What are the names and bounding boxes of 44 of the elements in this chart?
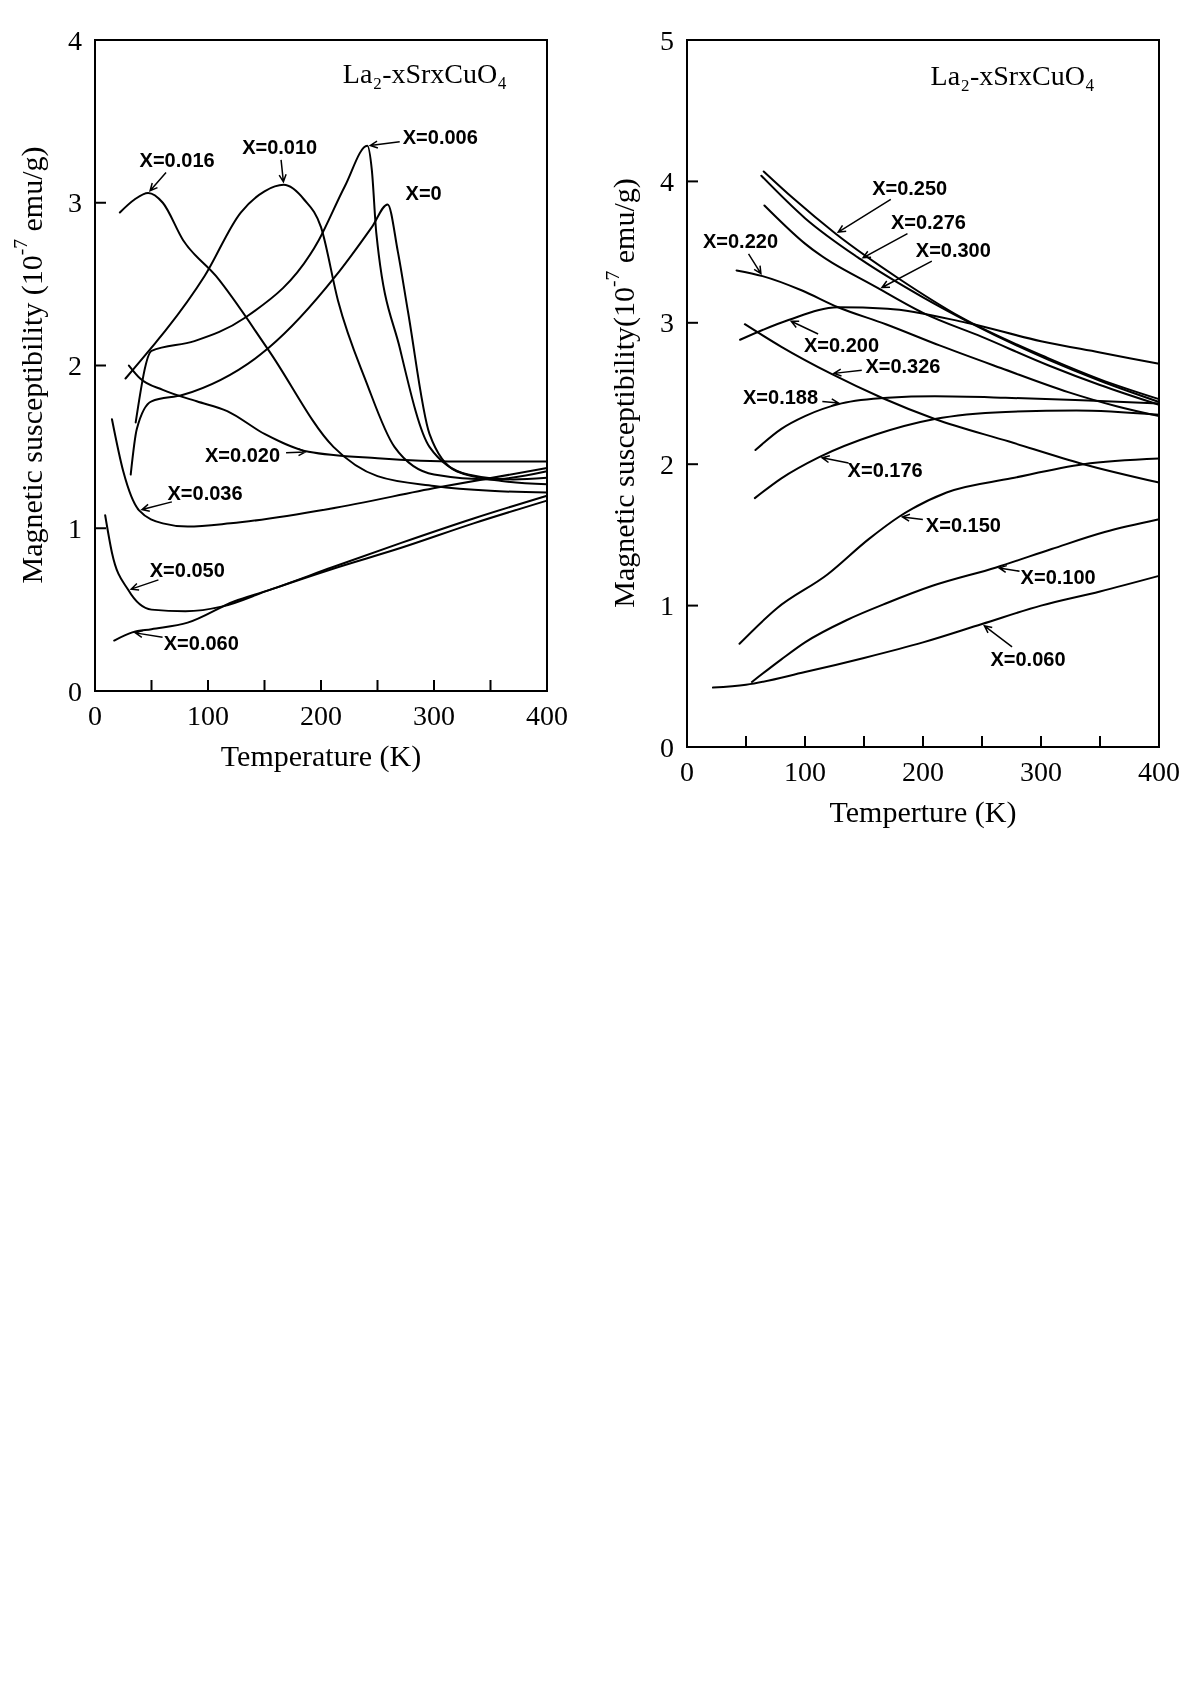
annotation: X=0.060 [990, 647, 1066, 670]
y-tick-label: 2 [68, 350, 82, 381]
y-tick-label: 3 [660, 307, 674, 339]
y-tick-label: 1 [68, 512, 82, 544]
annotation: X=0.016 [139, 148, 215, 171]
annotation: X=0.100 [1020, 566, 1096, 589]
y-tick-label: 1 [660, 590, 674, 622]
y-tick-label: 2 [660, 448, 674, 480]
annotation: X=0.300 [915, 238, 991, 261]
annotation: La₂-xSrxCuO₄ [342, 57, 508, 89]
x-tick-label: 0 [680, 755, 694, 787]
x-axis-title: Temperature (K) [220, 738, 422, 773]
annotation: X=0.220 [702, 230, 779, 253]
y-tick-label: 4 [660, 165, 674, 197]
annotation: X=0.250 [872, 176, 948, 199]
annotation: X=0.276 [890, 211, 966, 234]
y-tick-label: 4 [68, 24, 82, 56]
annotation: X=0.200 [803, 333, 880, 356]
x-tick-label: 300 [1020, 755, 1062, 787]
y-tick-label: 5 [660, 24, 674, 56]
annotation: X=0.188 [743, 386, 819, 409]
y-tick-label: 0 [660, 731, 674, 763]
annotation: X=0.036 [167, 482, 243, 505]
annotation: X=0 [405, 182, 442, 205]
x-tick-label: 300 [413, 699, 455, 731]
x-tick-label: 200 [902, 755, 944, 787]
x-tick-label: 100 [187, 699, 229, 731]
annotation: X=0.150 [925, 513, 1001, 536]
annotation: X=0.006 [402, 125, 478, 148]
annotation: La₂-xSrxCuO₄ [930, 59, 1095, 91]
annotation: X=0.020 [205, 443, 281, 466]
x-axis-title: Temperture (K) [829, 794, 1017, 829]
annotation: X=0.050 [149, 559, 225, 582]
y-tick-label: 3 [68, 187, 82, 219]
annotation: X=0.010 [242, 135, 318, 158]
x-tick-label: 400 [1138, 755, 1180, 787]
x-tick-label: 400 [526, 699, 568, 731]
y-tick-label: 0 [68, 675, 82, 707]
x-tick-label: 100 [784, 755, 826, 787]
x-tick-label: 0 [88, 699, 102, 731]
annotation: X=0.326 [865, 354, 941, 377]
x-tick-label: 200 [300, 699, 342, 731]
annotation: X=0.060 [163, 632, 239, 655]
annotation: X=0.176 [847, 459, 923, 482]
